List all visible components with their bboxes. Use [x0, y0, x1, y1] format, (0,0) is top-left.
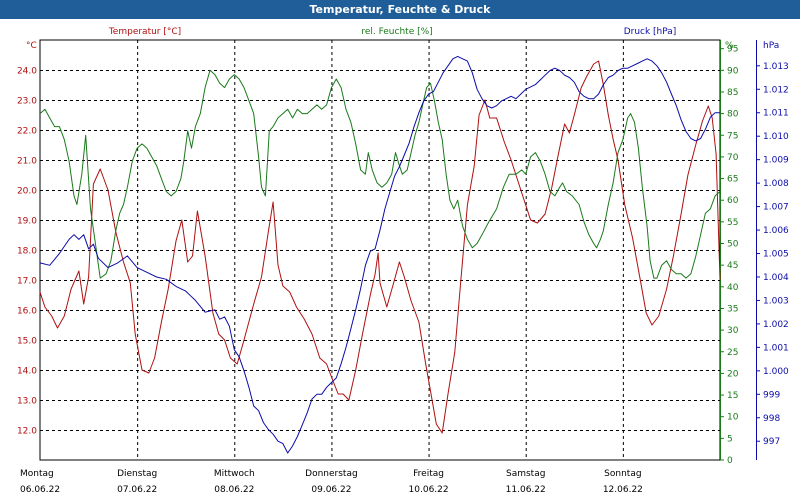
temperature-tick-label: 15.0 [17, 337, 37, 347]
pressure-tick-label: 1.007 [763, 203, 789, 213]
humidity-tick-label: 10 [727, 413, 739, 423]
humidity-tick-label: 40 [727, 283, 739, 293]
humidity-tick-label: 60 [727, 196, 739, 206]
humidity-tick-label: 75 [727, 131, 738, 141]
temperature-tick-label: 12.0 [17, 427, 37, 437]
humidity-tick-label: 80 [727, 110, 739, 120]
x-day-label: Mittwoch [214, 469, 255, 479]
humidity-tick-label: 65 [727, 175, 738, 185]
temperature-tick-label: 24.0 [17, 67, 37, 77]
x-day-label: Sonntag [604, 469, 641, 479]
pressure-tick-label: 1.003 [763, 296, 789, 306]
temperature-tick-label: 22.0 [17, 127, 37, 137]
humidity-tick-label: 35 [727, 304, 738, 314]
humidity-tick-label: 45 [727, 261, 738, 271]
x-day-label: Montag [20, 469, 54, 479]
humidity-tick-label: 15 [727, 391, 738, 401]
pressure-tick-label: 1.004 [763, 273, 789, 283]
humidity-tick-label: 70 [727, 153, 739, 163]
humidity-tick-label: 0 [727, 456, 733, 466]
temperature-tick-label: 14.0 [17, 367, 37, 377]
humidity-unit-label: % [725, 41, 734, 51]
pressure-tick-label: 1.001 [763, 343, 789, 353]
temperature-tick-label: 19.0 [17, 217, 37, 227]
temperature-unit-label: °C [26, 41, 37, 51]
temperature-axis-label: Temperatur [°C] [108, 27, 181, 37]
humidity-tick-label: 20 [727, 369, 739, 379]
x-date-label: 09.06.22 [311, 485, 351, 495]
x-date-label: 06.06.22 [20, 485, 60, 495]
x-date-label: 10.06.22 [409, 485, 449, 495]
temperature-tick-label: 20.0 [17, 187, 37, 197]
humidity-tick-label: 90 [727, 66, 739, 76]
humidity-tick-label: 85 [727, 88, 738, 98]
x-date-label: 12.06.22 [603, 485, 643, 495]
humidity-tick-label: 95 [727, 45, 738, 55]
pressure-tick-label: 997 [763, 437, 780, 447]
humidity-tick-label: 5 [727, 434, 733, 444]
humidity-tick-label: 50 [727, 240, 739, 250]
pressure-unit-label: hPa [763, 41, 779, 51]
temperature-tick-label: 17.0 [17, 277, 37, 287]
x-date-label: 07.06.22 [117, 485, 157, 495]
x-day-label: Freitag [413, 469, 444, 479]
humidity-tick-label: 30 [727, 326, 739, 336]
pressure-tick-label: 1.006 [763, 226, 789, 236]
pressure-tick-label: 1.008 [763, 179, 789, 189]
x-day-label: Dienstag [117, 469, 157, 479]
humidity-tick-label: 25 [727, 348, 738, 358]
temperature-tick-label: 16.0 [17, 307, 37, 317]
pressure-tick-label: 1.012 [763, 85, 789, 95]
pressure-tick-label: 1.005 [763, 250, 789, 260]
chart-title: Temperatur, Feuchte & Druck [0, 0, 800, 19]
series-line-humidity [39, 69, 721, 279]
pressure-tick-label: 999 [763, 390, 780, 400]
pressure-tick-label: 1.000 [763, 367, 789, 377]
humidity-axis-label: rel. Feuchte [%] [361, 27, 432, 37]
temperature-tick-label: 18.0 [17, 247, 37, 257]
x-date-label: 08.06.22 [214, 485, 254, 495]
pressure-tick-label: 1.011 [763, 109, 789, 119]
x-date-label: 11.06.22 [506, 485, 546, 495]
series-line-pressure [39, 55, 720, 454]
humidity-tick-label: 55 [727, 218, 738, 228]
pressure-axis-label: Druck [hPa] [624, 27, 677, 37]
x-day-label: Samstag [506, 469, 545, 479]
pressure-tick-label: 1.013 [763, 62, 789, 72]
pressure-tick-label: 1.010 [763, 132, 789, 142]
pressure-tick-label: 1.009 [763, 156, 789, 166]
x-day-label: Donnerstag [305, 469, 358, 479]
temperature-tick-label: 13.0 [17, 397, 37, 407]
temperature-tick-label: 21.0 [17, 157, 37, 167]
pressure-tick-label: 998 [763, 414, 780, 424]
pressure-tick-label: 1.002 [763, 320, 789, 330]
temperature-tick-label: 23.0 [17, 97, 37, 107]
series-line-temperature [39, 60, 721, 434]
